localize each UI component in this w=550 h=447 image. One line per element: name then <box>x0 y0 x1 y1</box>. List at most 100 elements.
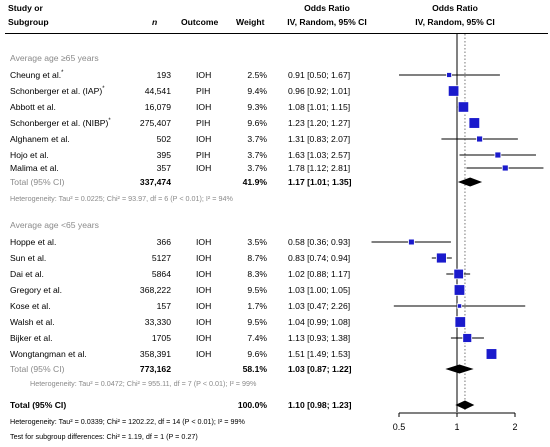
study-ci: 1.02 [0.88; 1.17] <box>288 269 351 279</box>
subgroup-total-n: 773,162 <box>139 364 171 374</box>
summary-diamond <box>455 400 475 410</box>
study-weight: 7.4% <box>247 333 267 343</box>
study-weight-box <box>453 268 464 280</box>
study-weight-box <box>476 135 483 143</box>
study-outcome: IOH <box>196 301 212 311</box>
header-study-line1: Study or <box>8 3 43 13</box>
study-ci: 1.03 [0.47; 2.26] <box>288 301 351 311</box>
study-name: Bijker et al. <box>10 333 53 343</box>
header-outcome: Outcome <box>181 17 219 27</box>
header-study-line2: Subgroup <box>8 17 49 27</box>
study-weight-box <box>453 284 466 296</box>
study-n: 358,391 <box>139 349 171 359</box>
study-outcome: IOH <box>196 269 212 279</box>
subgroup-total-ci: 1.17 [1.01; 1.35] <box>288 177 352 187</box>
x-tick-label: 1 <box>454 422 459 432</box>
study-ci: 1.78 [1.12; 2.81] <box>288 163 351 173</box>
subgroup-label: Average age ≥65 years <box>10 53 99 63</box>
study-weight: 3.7% <box>247 150 267 160</box>
study-weight: 9.6% <box>247 349 267 359</box>
study-weight-box <box>462 333 473 343</box>
overall-weight: 100.0% <box>237 400 267 410</box>
study-weight: 9.6% <box>247 118 267 128</box>
study-ci: 1.03 [1.00; 1.05] <box>288 285 351 295</box>
subgroup-total-weight: 41.9% <box>242 177 267 187</box>
study-weight-box <box>454 316 466 328</box>
study-name: Kose et al. <box>10 301 51 311</box>
subgroup-total-ci: 1.03 [0.87; 1.22] <box>288 364 352 374</box>
subgroup-heterogeneity: Heterogeneity: Tau² = 0.0225; Chi² = 93.… <box>10 194 233 203</box>
study-weight: 9.5% <box>247 285 267 295</box>
study-ci: 0.83 [0.74; 0.94] <box>288 253 351 263</box>
study-ci: 1.13 [0.93; 1.38] <box>288 333 351 343</box>
study-weight-box <box>456 303 463 309</box>
study-outcome: IOH <box>196 70 212 80</box>
study-weight: 1.7% <box>247 301 267 311</box>
study-n: 16,079 <box>144 102 171 112</box>
study-n: 368,222 <box>139 285 171 295</box>
overall-heterogeneity: Heterogeneity: Tau² = 0.0339; Chi² = 120… <box>10 417 245 426</box>
study-n: 275,407 <box>139 118 171 128</box>
header-or-method: IV, Random, 95% CI <box>287 17 367 27</box>
study-ci: 1.04 [0.99; 1.08] <box>288 317 351 327</box>
study-weight-box <box>408 238 415 246</box>
study-n: 366 <box>156 237 171 247</box>
subgroup-total-weight: 58.1% <box>242 364 267 374</box>
study-n: 44,541 <box>144 86 171 96</box>
summary-diamond <box>445 364 474 374</box>
study-name: Schonberger et al. (NIBP)* <box>10 118 111 128</box>
header-weight: Weight <box>236 17 265 27</box>
x-tick-label: 0.5 <box>393 422 406 432</box>
subgroup-total-label: Total (95% CI) <box>10 177 65 187</box>
study-outcome: PIH <box>196 118 211 128</box>
study-weight-box <box>446 72 453 78</box>
study-n: 157 <box>156 301 171 311</box>
study-name: Sun et al. <box>10 253 47 263</box>
study-name: Gregory et al. <box>10 285 63 295</box>
study-name: Walsh et al. <box>10 317 55 327</box>
study-n: 33,330 <box>144 317 171 327</box>
study-outcome: IOH <box>196 253 212 263</box>
study-weight-box <box>501 164 509 172</box>
study-ci: 0.58 [0.36; 0.93] <box>288 237 351 247</box>
study-name: Cheung et al.* <box>10 70 64 80</box>
study-n: 5127 <box>151 253 171 263</box>
study-outcome: IOH <box>196 102 212 112</box>
study-name: Abbott et al. <box>10 102 56 112</box>
header-or-title: Odds Ratio <box>304 3 350 13</box>
study-weight-box <box>494 151 502 159</box>
study-ci: 1.51 [1.49; 1.53] <box>288 349 351 359</box>
study-n: 193 <box>156 70 171 80</box>
summary-diamond <box>457 177 483 187</box>
study-outcome: PIH <box>196 86 211 96</box>
study-weight: 2.5% <box>247 70 267 80</box>
study-name: Hoppe et al. <box>10 237 57 247</box>
study-n: 395 <box>156 150 171 160</box>
study-outcome: IOH <box>196 349 212 359</box>
study-outcome: PIH <box>196 150 211 160</box>
study-weight: 8.3% <box>247 269 267 279</box>
overall-total-label: Total (95% CI) <box>10 400 67 410</box>
study-ci: 1.63 [1.03; 2.57] <box>288 150 351 160</box>
overall-ci: 1.10 [0.98; 1.23] <box>288 400 352 410</box>
study-weight: 9.4% <box>247 86 267 96</box>
study-name: Dai et al. <box>10 269 44 279</box>
x-tick-label: 2 <box>512 422 517 432</box>
header-rule <box>5 33 548 34</box>
header-n: n <box>152 17 158 27</box>
study-weight: 3.7% <box>247 134 267 144</box>
study-weight: 3.7% <box>247 163 267 173</box>
study-name: Hojo et al. <box>10 150 49 160</box>
study-n: 5864 <box>151 269 171 279</box>
study-name: Alghanem et al. <box>10 134 70 144</box>
study-outcome: IOH <box>196 285 212 295</box>
study-name: Schonberger et al. (IAP)* <box>10 86 105 96</box>
plot-method: IV, Random, 95% CI <box>415 17 495 27</box>
plot-title: Odds Ratio <box>432 3 478 13</box>
study-outcome: IOH <box>196 237 212 247</box>
study-ci: 1.31 [0.83; 2.07] <box>288 134 351 144</box>
study-ci: 0.91 [0.50; 1.67] <box>288 70 351 80</box>
subgroup-difference-test: Test for subgroup differences: Chi² = 1.… <box>10 432 198 441</box>
subgroup-total-n: 337,474 <box>139 177 171 187</box>
study-outcome: IOH <box>196 134 212 144</box>
